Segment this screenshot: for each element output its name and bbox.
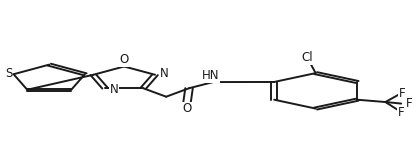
Text: F: F [398, 106, 404, 119]
Text: F: F [399, 87, 405, 100]
Text: HN: HN [202, 69, 220, 82]
Text: F: F [406, 97, 413, 110]
Text: O: O [119, 53, 129, 66]
Text: S: S [5, 67, 12, 80]
Text: Cl: Cl [302, 51, 313, 65]
Text: N: N [110, 83, 119, 96]
Text: N: N [160, 67, 168, 80]
Text: O: O [183, 102, 192, 115]
